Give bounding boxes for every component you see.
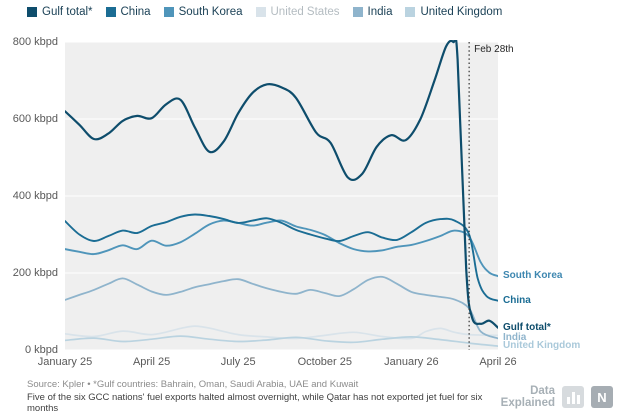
brand-block: Data Explained N	[501, 385, 613, 409]
end-label-gulf-total-: Gulf total*	[503, 321, 551, 333]
legend-label: China	[120, 6, 151, 18]
legend-swatch	[105, 7, 116, 17]
source-line: Source: Kpler • *Gulf countries: Bahrain…	[27, 379, 359, 390]
y-axis-label: 800 kbpd	[12, 36, 58, 48]
end-label-united-kingdom: United Kingdom	[503, 340, 581, 352]
y-axis-label: 0 kbpd	[24, 344, 58, 356]
line-chart-canvas	[65, 40, 498, 351]
legend-item-gulf-total-[interactable]: Gulf total*	[27, 6, 93, 18]
brand-chart-icon	[562, 386, 584, 408]
caption-line: Five of the six GCC nations' fuel export…	[27, 392, 483, 414]
end-label-china: China	[503, 294, 531, 306]
x-axis-label: January 26	[384, 356, 439, 368]
legend-swatch	[255, 7, 266, 17]
legend-swatch	[163, 7, 174, 17]
legend-item-united-kingdom[interactable]: United Kingdom	[405, 6, 502, 18]
legend-label: United Kingdom	[420, 6, 503, 18]
legend-label: South Korea	[178, 6, 243, 18]
legend-label: Gulf total*	[42, 6, 93, 18]
x-axis-label: January 25	[37, 356, 93, 368]
y-axis-label: 600 kbpd	[12, 113, 58, 125]
legend-swatch	[405, 7, 416, 17]
legend-item-south-korea[interactable]: South Korea	[163, 6, 243, 18]
legend-item-united-states[interactable]: United States	[255, 6, 340, 18]
legend-label: United States	[270, 6, 340, 18]
x-axis-label: April 25	[132, 356, 171, 368]
series-line-gulf-total-	[65, 40, 498, 329]
series-line-united-kingdom	[65, 335, 498, 347]
legend-item-india[interactable]: India	[352, 6, 393, 18]
x-axis-label: April 26	[479, 356, 517, 368]
series-line-china	[65, 213, 498, 302]
series-line-india	[65, 275, 498, 340]
legend-swatch	[352, 7, 363, 17]
annotation-label: Feb 28th	[474, 44, 514, 55]
end-label-india: India	[503, 332, 527, 344]
x-axis-label: October 25	[297, 356, 352, 368]
legend-swatch	[27, 7, 37, 17]
brand-line1: Data	[530, 385, 555, 397]
series-line-united-states	[65, 325, 498, 340]
series-line-south-korea	[65, 219, 498, 278]
end-label-south-korea: South Korea	[503, 270, 563, 282]
brand-text: Data Explained	[501, 385, 555, 409]
y-axis-label: 400 kbpd	[12, 190, 58, 202]
legend-label: India	[367, 6, 393, 18]
y-axis-label: 200 kbpd	[12, 267, 58, 279]
brand-n-icon: N	[591, 386, 613, 408]
chart-legend: Gulf total* China South Korea United States…	[27, 6, 502, 18]
legend-item-china[interactable]: China	[105, 6, 151, 18]
brand-line2: Explained	[500, 397, 555, 409]
x-axis-label: July 25	[220, 356, 256, 368]
